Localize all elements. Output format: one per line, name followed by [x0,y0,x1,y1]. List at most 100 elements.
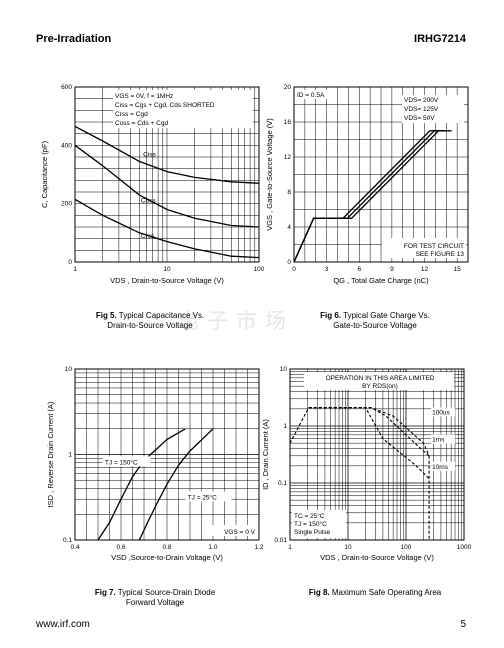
series-label: 100us [432,409,450,416]
series-curve [138,428,214,541]
series-label: 1ms [432,437,445,444]
label-bg [431,461,456,471]
series-label: TJ = 25°C [188,493,217,501]
series-ciss [74,125,260,184]
x-tick-label: 100 [254,266,265,273]
caption-line1: Typical Gate Charge Vs. [343,311,430,320]
annotation-text: TJ = 150°C [294,520,327,528]
label-bg [431,434,456,444]
x-tick-label: 1.2 [254,544,263,551]
series-soa-1ms [308,407,430,457]
series-200v [293,130,452,263]
x-tick-label: 0.6 [116,544,125,551]
series-label: Coss [141,197,157,204]
caption-num: Fig 7. [94,588,116,597]
x-tick-label: 0.8 [162,544,171,551]
x-tick-label: 3 [325,266,329,273]
series-crss [74,198,260,259]
caption-num: Fig 6. [320,311,342,320]
annotation-bg [304,372,454,390]
series-label: Ciss [143,151,156,158]
series-50v [293,130,443,263]
series-125v [293,130,448,263]
series-label: VDS= 50V [404,115,435,122]
y-tick-label: 10 [280,366,288,373]
x-tick-label: 6 [357,266,361,273]
series-label: 10ms [432,464,449,471]
annotation-text: BY RDS(on) [362,383,398,390]
page-number: 5 [460,619,466,630]
y-tick-label: 0 [68,259,72,266]
x-tick-label: 9 [390,266,394,273]
annotation-text: Ciss = Cgs + Cgd, Cds SHORTED [115,102,215,109]
x-axis-label: VDS , Drain-to-Source Voltage (V) [110,276,224,285]
annotation-bg [292,510,346,538]
series-label: Crss [141,233,155,240]
footer-url[interactable]: www.irf.com [36,619,90,630]
x-tick-label: 1 [288,544,292,551]
y-axis-label: C, Capacitance (pF) [40,140,49,208]
y-tick-label: 20 [284,84,292,91]
caption-line2: Drain-to-Source Voltage [107,321,193,330]
plot-frame [74,368,260,541]
series-label: TJ = 150°C [105,458,138,466]
annotation-text: Crss = Cgd [115,111,148,118]
annotation-text: ID = 0.5A [297,92,325,99]
x-tick-label: 10 [163,266,171,273]
series-curve [97,428,186,541]
x-axis-label: QG , Total Gate Charge (nC) [333,276,429,285]
annotation-text: Coss = Cds + Cgd [115,120,168,127]
annotation-bg [382,238,466,258]
x-tick-label: 1 [73,266,77,273]
header-part-number: IRHG7214 [414,33,466,45]
x-tick-label: 0.4 [70,544,79,551]
figure-7-caption: Fig 7. Typical Source-Drain Diode Forwar… [70,588,240,608]
caption-num: Fig 8. [308,588,330,597]
figure-8-caption: Fig 8. Maximum Safe Operating Area [290,588,460,598]
series-soa-rdsonlimit [289,407,310,444]
y-tick-label: 200 [61,201,72,208]
y-tick-label: 600 [61,84,72,91]
y-tick-label: 12 [284,154,292,161]
x-tick-label: 0 [292,266,296,273]
series-label: VDS= 125V [404,106,439,113]
y-tick-label: 1 [283,423,287,430]
label-bg [185,491,232,502]
x-tick-label: 10 [344,544,352,551]
annotation-text: VGS = 0V, f = 1MHz [115,93,173,100]
label-bg [431,407,456,417]
y-tick-label: 0 [287,259,291,266]
x-axis-label: VDS , Drain-to-Source Voltage (V) [320,553,434,562]
x-tick-label: 1.0 [208,544,217,551]
caption-line1: Typical Source-Drain Diode [117,588,216,597]
y-tick-label: 4 [287,224,291,231]
annotation-text: SEE FIGURE 13 [416,251,465,258]
y-tick-label: 0.01 [274,537,287,544]
plot-frame [293,86,469,263]
legend-box [402,95,464,123]
legend-box [113,90,253,128]
annotation-text: VGS = 0 V [224,529,256,536]
caption-line2: Forward Voltage [125,598,185,607]
series-soa-100us [308,407,430,457]
x-tick-label: 100 [401,544,412,551]
annotation-text: TC = 25°C [294,512,325,520]
plot-frame [289,368,465,541]
y-tick-label: 1 [68,452,72,459]
figure-6-caption: Fig 6. Typical Gate Charge Vs. Gate-to-S… [300,311,450,331]
x-tick-label: 1000 [457,544,472,551]
annotation-bg [296,90,332,99]
label-bg [102,456,151,467]
x-tick-label: 12 [421,266,429,273]
y-tick-label: 0.1 [278,480,287,487]
y-axis-label: ISD , Reverse Drain Current (A) [46,401,55,507]
y-tick-label: 10 [65,366,73,373]
annotation-bg [209,525,255,536]
series-coss [74,144,260,228]
caption-line1: Maximum Safe Operating Area [331,588,442,597]
caption-line1: Typical Capacitance Vs. [118,311,205,320]
caption-line2: Gate-to-Source Voltage [333,321,417,330]
figure-5-caption: Fig 5. Typical Capacitance Vs. Drain-to-… [75,311,225,331]
header-left: Pre-Irradiation [36,33,112,45]
y-axis-label: VGS , Gate-to-Source Voltage (V) [265,118,274,231]
